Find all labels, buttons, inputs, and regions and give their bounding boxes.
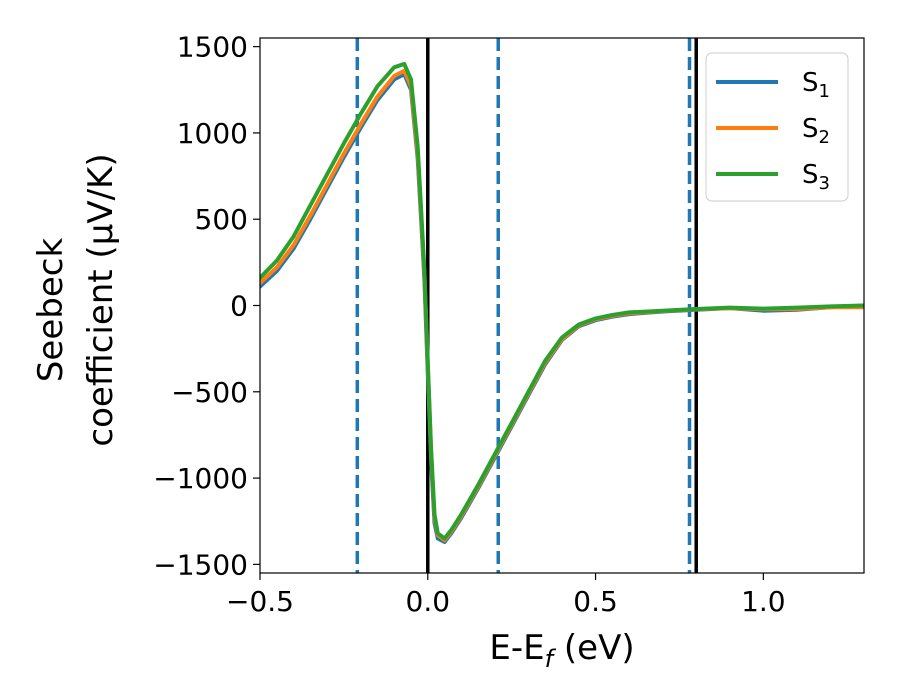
x-tick-label: −0.5: [226, 585, 294, 618]
series-line-s3: [260, 61, 864, 541]
y-axis-label-line2: coefficient (μV/K): [81, 153, 121, 446]
y-tick-label: −1500: [153, 548, 248, 581]
y-tick-label: −500: [171, 376, 248, 409]
y-tick-label: −1000: [153, 462, 248, 495]
y-tick-label: 1500: [177, 31, 248, 64]
legend-label-s3: S3: [802, 160, 830, 194]
legend-label-s1: S1: [802, 68, 830, 102]
x-axis-ticks: −0.5 0.0 0.5 1.0: [226, 573, 786, 618]
legend: S1 S2 S3: [705, 52, 849, 202]
x-tick-label: 1.0: [741, 585, 786, 618]
legend-label-s2: S2: [802, 114, 830, 148]
y-axis-ticks: −1500 −1000 −500 0 500 1000 1500: [153, 31, 260, 581]
y-tick-label: 0: [230, 290, 248, 323]
x-axis-label: E-Ef (eV): [489, 628, 634, 673]
x-tick-label: 0.0: [406, 585, 451, 618]
y-tick-label: 500: [195, 203, 248, 236]
y-tick-label: 1000: [177, 117, 248, 150]
y-axis-label-line1: Seebeck: [31, 238, 71, 383]
reference-lines: [355, 38, 698, 573]
series-lines: [260, 61, 864, 544]
x-tick-label: 0.5: [573, 585, 618, 618]
